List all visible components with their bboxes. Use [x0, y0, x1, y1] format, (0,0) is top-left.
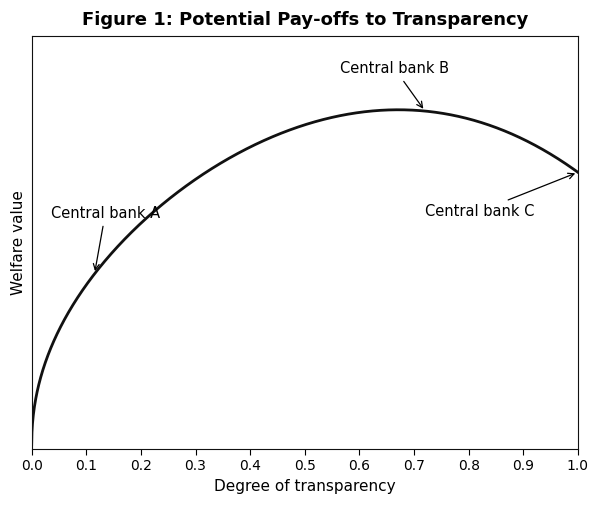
Title: Figure 1: Potential Pay-offs to Transparency: Figure 1: Potential Pay-offs to Transpar…: [82, 11, 528, 29]
X-axis label: Degree of transparency: Degree of transparency: [214, 479, 395, 494]
Text: Central bank A: Central bank A: [51, 206, 160, 270]
Text: Central bank B: Central bank B: [340, 62, 449, 108]
Text: Central bank C: Central bank C: [425, 173, 574, 219]
Y-axis label: Welfare value: Welfare value: [11, 190, 26, 295]
